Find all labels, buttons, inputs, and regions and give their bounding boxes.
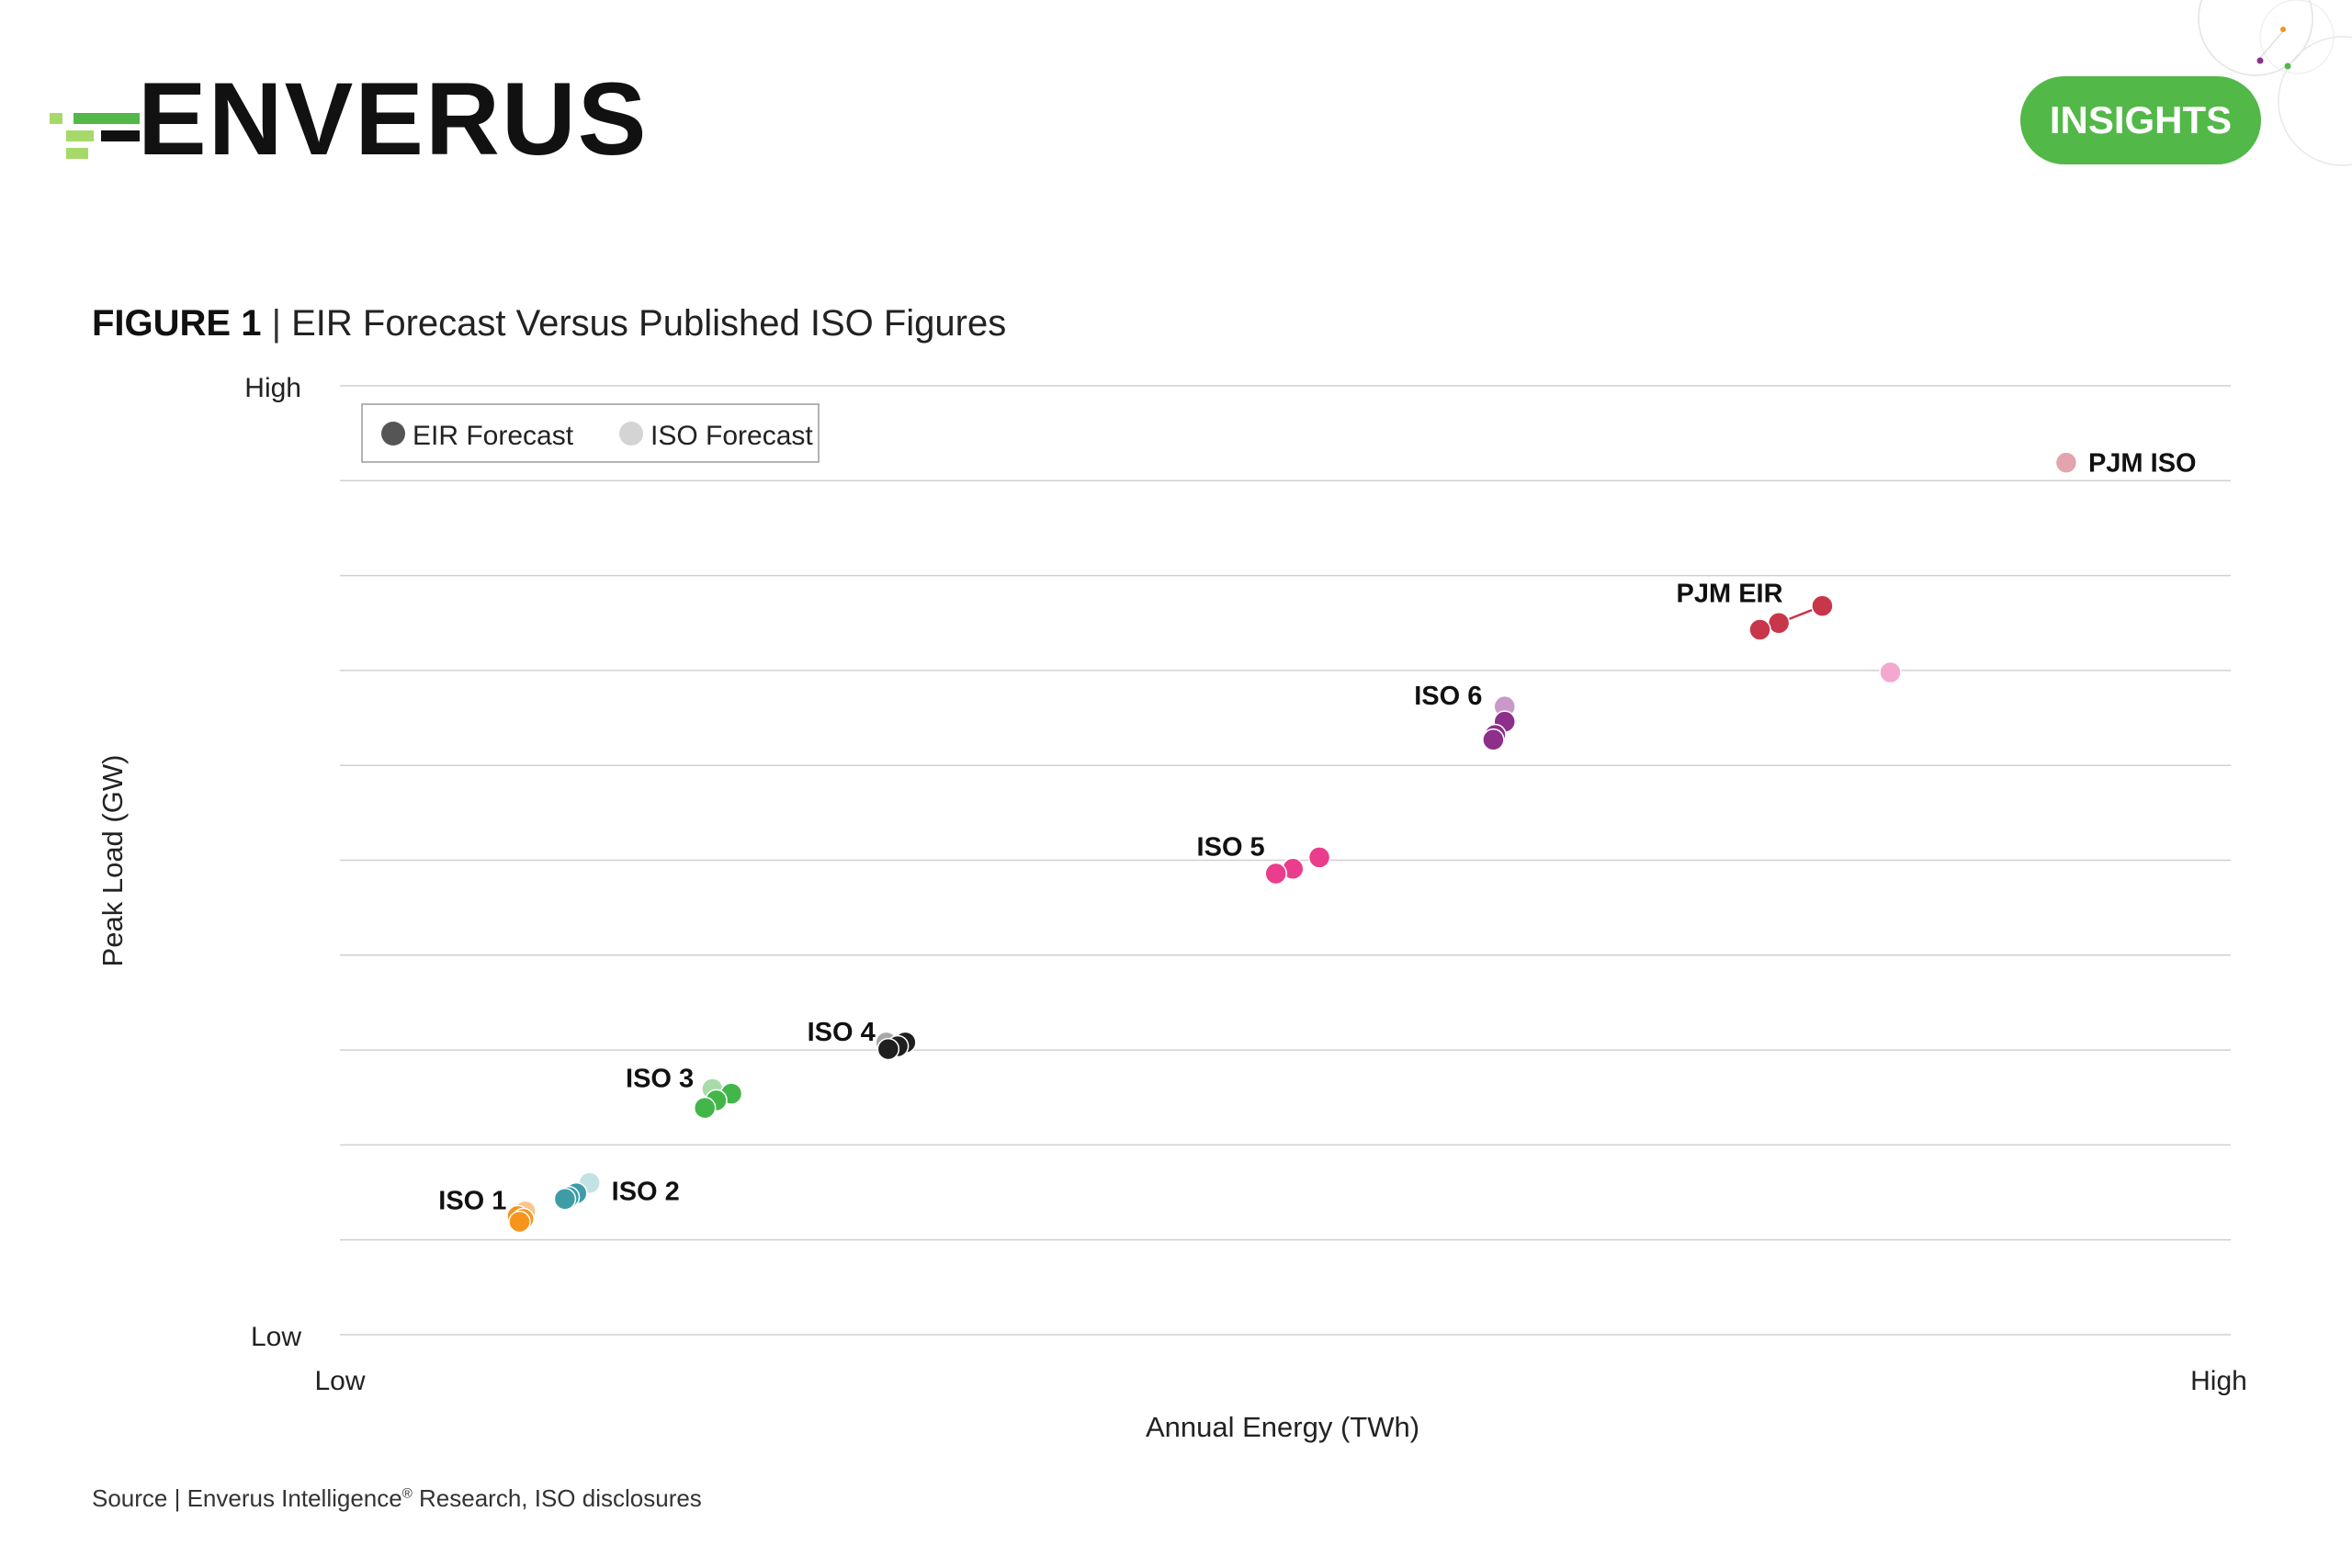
data-series: ISO 3	[626, 1064, 743, 1120]
source-text: Source | Enverus Intelligence	[92, 1484, 402, 1512]
data-point	[1307, 846, 1331, 869]
legend-marker	[619, 422, 643, 446]
logo-wordmark: ENVERUS	[138, 62, 649, 176]
data-series: ISO 6	[1414, 682, 1516, 751]
series-label: ISO 6	[1414, 682, 1482, 711]
series-label: ISO 2	[612, 1178, 680, 1207]
logo-dash-mark	[46, 73, 147, 165]
data-point	[2054, 451, 2078, 474]
data-point	[1482, 728, 1505, 751]
decorative-orbit-graphic	[2198, 0, 2352, 166]
legend-entry-label: EIR Forecast	[413, 421, 574, 451]
insights-badge: INSIGHTS	[2020, 76, 2261, 164]
source-text-tail: Research, ISO disclosures	[412, 1484, 702, 1512]
data-series: ISO 4	[808, 1018, 917, 1061]
legend-marker	[381, 422, 405, 446]
source-note: Source | Enverus Intelligence® Research,…	[92, 1484, 702, 1513]
data-point	[1811, 594, 1834, 617]
series-label: ISO 5	[1197, 832, 1265, 862]
series-label: ISO 3	[626, 1064, 694, 1093]
series-label: PJM EIR	[1677, 580, 1783, 609]
legend-entry-label: ISO Forecast	[650, 421, 813, 451]
data-point	[1748, 618, 1771, 641]
data-series: ISO 1	[438, 1187, 537, 1234]
x-axis-title: Annual Energy (TWh)	[1146, 1411, 1419, 1443]
registered-mark: ®	[401, 1485, 413, 1502]
x-tick-label: High	[2190, 1366, 2247, 1396]
figure-title-text: EIR Forecast Versus Published ISO Figure…	[291, 303, 1007, 344]
data-point	[508, 1210, 531, 1234]
series-label: ISO 4	[808, 1018, 876, 1047]
figure-number: FIGURE 1	[92, 303, 262, 344]
data-point	[1767, 612, 1791, 635]
figure-title-separator: |	[271, 303, 281, 344]
data-point	[553, 1188, 577, 1211]
series-label: ISO 1	[438, 1187, 506, 1216]
data-series: PJM ISO	[2054, 449, 2197, 479]
y-tick-label: High	[244, 373, 301, 403]
data-point	[693, 1096, 717, 1120]
data-series: ISO 2	[553, 1171, 680, 1211]
data-point	[876, 1037, 900, 1061]
y-axis-title: Peak Load (GW)	[96, 755, 129, 967]
data-point	[1264, 862, 1287, 886]
data-series	[1879, 660, 1902, 684]
x-tick-label: Low	[314, 1366, 365, 1396]
data-point	[1879, 660, 1902, 684]
data-series: ISO 5	[1197, 832, 1331, 886]
data-series: PJM EIR	[1677, 580, 1834, 641]
enverus-logo: ENVERUS	[46, 68, 646, 171]
series-label: PJM ISO	[2088, 449, 2197, 479]
legend-box	[361, 403, 820, 463]
figure-title: FIGURE 1 | EIR Forecast Versus Published…	[92, 303, 1006, 344]
y-tick-label: Low	[251, 1322, 301, 1352]
